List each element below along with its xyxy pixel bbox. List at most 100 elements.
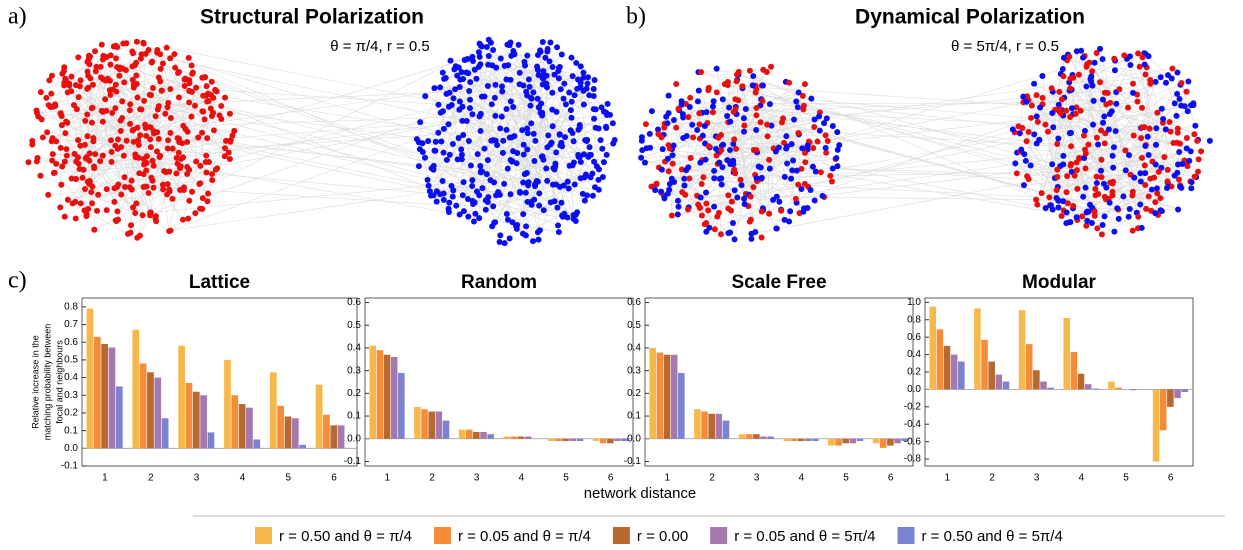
network-edge <box>547 48 585 105</box>
network-edge <box>1118 169 1168 210</box>
network-node <box>121 183 128 190</box>
network-node <box>477 163 484 170</box>
network-edge <box>671 163 674 216</box>
network-node <box>203 169 210 176</box>
network-node <box>175 94 182 101</box>
network-node <box>1194 137 1201 144</box>
network-node <box>1048 85 1055 92</box>
network-node <box>543 72 550 79</box>
network-node <box>545 132 552 139</box>
network-node <box>661 124 668 131</box>
y-tick-label: 0.5 <box>64 355 78 366</box>
network-node <box>221 145 228 152</box>
network-node <box>471 66 478 73</box>
network-node <box>1174 90 1181 97</box>
network-node <box>549 123 556 130</box>
network-node <box>807 187 814 194</box>
network-node <box>524 198 531 205</box>
network-edge <box>50 66 118 108</box>
bar <box>442 420 450 439</box>
network-node <box>816 113 823 120</box>
network-node <box>193 158 200 165</box>
network-node <box>759 98 766 105</box>
network-node <box>177 187 184 194</box>
network-node <box>737 176 744 183</box>
network-node <box>1183 88 1190 95</box>
network-node <box>510 48 517 55</box>
network-edge <box>40 125 63 176</box>
network-node <box>1162 79 1169 86</box>
network-node <box>114 136 121 143</box>
network-node <box>469 177 476 184</box>
bar <box>330 425 338 449</box>
network-node <box>1114 205 1121 212</box>
network-layer <box>25 36 1213 247</box>
network-node <box>1192 122 1199 129</box>
network-node <box>1037 104 1044 111</box>
network-node <box>811 116 818 123</box>
network-node <box>750 73 757 80</box>
network-node <box>1088 219 1095 226</box>
network-edge <box>523 205 540 215</box>
bar <box>797 438 805 442</box>
network-node <box>1049 206 1056 213</box>
network-node <box>497 232 504 239</box>
network-node <box>795 130 802 137</box>
network-node <box>103 107 110 114</box>
network-node <box>469 53 476 60</box>
network-node <box>136 170 143 177</box>
network-node <box>169 145 176 152</box>
network-node <box>425 182 432 189</box>
network-node <box>1025 128 1032 135</box>
network-edge <box>481 114 608 172</box>
legend-label: r = 0.05 and θ = 5π/4 <box>734 528 875 545</box>
network-node <box>103 186 110 193</box>
network-node <box>1131 174 1138 181</box>
network-node <box>189 188 196 195</box>
network-node <box>696 121 703 128</box>
bar <box>753 434 760 439</box>
network-node <box>554 44 561 51</box>
network-node <box>1067 113 1074 120</box>
network-node <box>824 138 831 145</box>
network-node <box>673 80 680 87</box>
network-node <box>117 117 124 124</box>
network-node <box>678 98 685 105</box>
network-node <box>154 106 161 113</box>
network-node <box>1089 68 1096 75</box>
y-tick-label: 0.2 <box>907 367 921 378</box>
network-node <box>491 94 498 101</box>
network-node <box>569 162 576 169</box>
network-node <box>1145 193 1152 200</box>
network-node <box>1141 162 1148 169</box>
y-tick-label: 0.6 <box>907 332 921 343</box>
bar <box>1033 370 1040 390</box>
network-node <box>773 193 780 200</box>
bar <box>856 438 864 442</box>
x-tick-label: 3 <box>1034 473 1040 484</box>
network-node <box>711 175 718 182</box>
network-node <box>590 93 597 100</box>
network-node <box>809 163 816 170</box>
bar <box>517 436 525 439</box>
network-node <box>192 210 199 217</box>
network-node <box>460 179 467 186</box>
network-node <box>503 105 510 112</box>
network-node <box>118 191 125 198</box>
network-node <box>89 81 96 88</box>
network-node <box>204 198 211 205</box>
network-node <box>536 202 543 209</box>
network-node <box>531 158 538 165</box>
network-edge <box>1102 122 1126 151</box>
network-node <box>150 128 157 135</box>
network-node <box>1101 140 1108 147</box>
network-edge <box>94 120 467 169</box>
network-node <box>555 229 562 236</box>
network-node <box>45 191 52 198</box>
network-edge <box>150 181 464 213</box>
chart-title: Random <box>461 272 537 293</box>
network-node <box>834 146 841 153</box>
network-node <box>1135 50 1142 57</box>
network-node <box>573 59 580 66</box>
network-node <box>819 192 826 199</box>
